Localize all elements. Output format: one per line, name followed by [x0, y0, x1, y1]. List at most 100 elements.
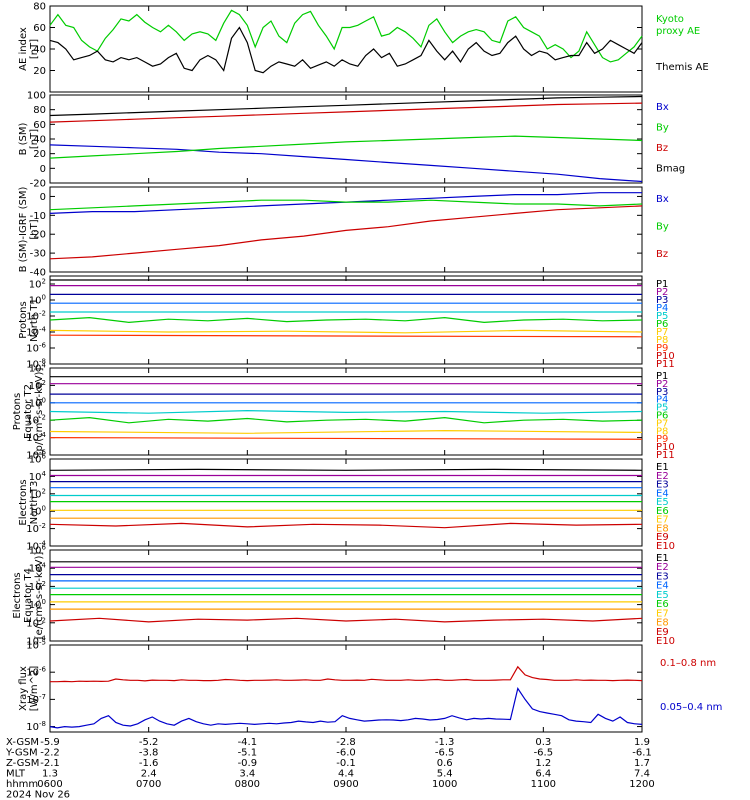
- legend-item: E9: [656, 532, 669, 543]
- legend-item: E1: [656, 553, 669, 564]
- x-row-label: hhmm: [6, 779, 38, 790]
- legend-item: P4: [656, 395, 668, 406]
- x-row-value: -1.6: [139, 758, 159, 769]
- x-row-value: 3.4: [239, 769, 255, 780]
- y-tick-label: 20: [33, 149, 46, 160]
- x-row-value: -2.8: [336, 737, 356, 748]
- series-line-p6: [49, 316, 643, 324]
- panel-frame: [49, 644, 643, 733]
- legend-item: E4: [656, 488, 669, 499]
- legend-item: E6: [656, 506, 669, 517]
- x-row-label: Y-GSM: [5, 748, 38, 759]
- y-tick-label: -10: [30, 211, 46, 222]
- legend-item: P8: [656, 426, 668, 437]
- legend-item: E7: [656, 515, 669, 526]
- x-row-value: -6.5: [435, 748, 455, 759]
- x-row-value: 1.9: [634, 737, 650, 748]
- series-line-kyoto-proxy-ae: [49, 9, 643, 63]
- y-tick-label: 80: [33, 105, 46, 116]
- x-row-value: 1200: [629, 779, 654, 790]
- series-line-e9: [49, 617, 643, 623]
- legend-item: P9: [656, 434, 668, 445]
- y-axis-label: ElectronsEquator T4[e/(cm²-s-sr-keV)]: [12, 552, 45, 640]
- legend-item: P7: [656, 327, 668, 338]
- series-line-p5: [49, 409, 643, 414]
- panel-frame: [49, 549, 643, 642]
- legend-item: E9: [656, 627, 669, 638]
- legend-item: By: [656, 123, 669, 134]
- series-line-e1: [49, 468, 643, 471]
- x-row-value: -0.1: [336, 758, 356, 769]
- legend-item: Themis AE: [655, 62, 709, 73]
- x-axis-table: X-GSM -5.9 -5.2 -4.1 -2.8 -1.3 0.3 1.9 Y-GSM -2.2…: [5, 737, 655, 800]
- legend-item: Bz: [656, 143, 668, 154]
- y-tick-label: 0: [40, 192, 46, 203]
- legend-item: 0.05–0.4 nm: [660, 702, 722, 713]
- legend-item: P2: [656, 287, 668, 298]
- x-row-value: 2.4: [141, 769, 157, 780]
- x-row-value: -6.5: [534, 748, 554, 759]
- series-line-by: [49, 135, 643, 159]
- legend-item: Bz: [656, 249, 668, 260]
- legend-item: P4: [656, 303, 668, 314]
- y-tick-label: 10-5: [26, 639, 46, 652]
- series-line-p7: [49, 429, 643, 434]
- legend-item: E5: [656, 497, 669, 508]
- legend-item: P11: [656, 359, 675, 370]
- y-axis-label: AE index[nT]: [18, 27, 40, 71]
- y-axis-label: ProtonsEquator T2[p/(cm²-s-sr-keV)]: [12, 368, 45, 456]
- legend-item: E6: [656, 599, 669, 610]
- panel-frame: [49, 5, 643, 93]
- x-row-value: 1.2: [535, 758, 551, 769]
- legend-item: proxy AE: [656, 26, 700, 37]
- y-tick-label: 100: [27, 91, 46, 102]
- x-row-value: -6.0: [336, 748, 356, 759]
- legend-item: E5: [656, 590, 669, 601]
- legend-item: P8: [656, 335, 668, 346]
- y-tick-label: 20: [33, 66, 46, 77]
- series-line-p9: [49, 437, 643, 440]
- legend-item: E3: [656, 480, 669, 491]
- series-line-bz: [49, 205, 643, 260]
- series-line-bmag: [49, 95, 643, 117]
- legend-item: P6: [656, 411, 668, 422]
- x-row-value: -4.1: [238, 737, 258, 748]
- panel-frame: [49, 367, 643, 456]
- legend-item: Bx: [656, 194, 669, 205]
- series-line-p9: [49, 334, 643, 338]
- x-row-value: 7.4: [634, 769, 650, 780]
- x-row-value: -5.1: [238, 748, 258, 759]
- panel-bresid: 0 -10 -20 -30 -40B (SM)-IGRF (SM)[nT] Bx By Bz: [18, 186, 669, 279]
- y-tick-label: 10-6: [26, 342, 46, 355]
- x-row-value: 1.3: [42, 769, 58, 780]
- x-row-value: -2.1: [40, 758, 60, 769]
- series-line-p7: [49, 329, 643, 334]
- legend-item: P10: [656, 351, 675, 362]
- panel-bsm: 100 80 60 40 20 0 -20 B (SM)[nT] Bx By Bz Bmag: [18, 91, 685, 190]
- legend-item: P9: [656, 343, 668, 354]
- x-row-value: 1000: [432, 779, 457, 790]
- legend-item: E2: [656, 562, 669, 573]
- y-tick-label: 60: [33, 120, 46, 131]
- date-label: 2024 Nov 26: [6, 790, 70, 800]
- series-line-themis-ae: [49, 26, 643, 74]
- x-row-label: X-GSM: [6, 737, 39, 748]
- legend-item: P5: [656, 403, 668, 414]
- x-row-value: 0600: [37, 779, 62, 790]
- y-tick-label: 60: [33, 23, 46, 34]
- legend-item: P1: [656, 371, 668, 382]
- x-row-value: 1.7: [634, 758, 650, 769]
- legend-item: E3: [656, 571, 669, 582]
- series-line-p6: [49, 416, 643, 424]
- x-row-value: -5.9: [40, 737, 60, 748]
- y-tick-label: -30: [30, 249, 46, 260]
- x-row-value: -5.2: [139, 737, 159, 748]
- x-row-value: 1100: [531, 779, 556, 790]
- x-row-value: -0.9: [238, 758, 258, 769]
- y-axis-label: B (SM)-IGRF (SM)[nT]: [18, 187, 40, 273]
- legend-item: Bmag: [656, 164, 685, 175]
- y-tick-label: 102: [29, 278, 46, 291]
